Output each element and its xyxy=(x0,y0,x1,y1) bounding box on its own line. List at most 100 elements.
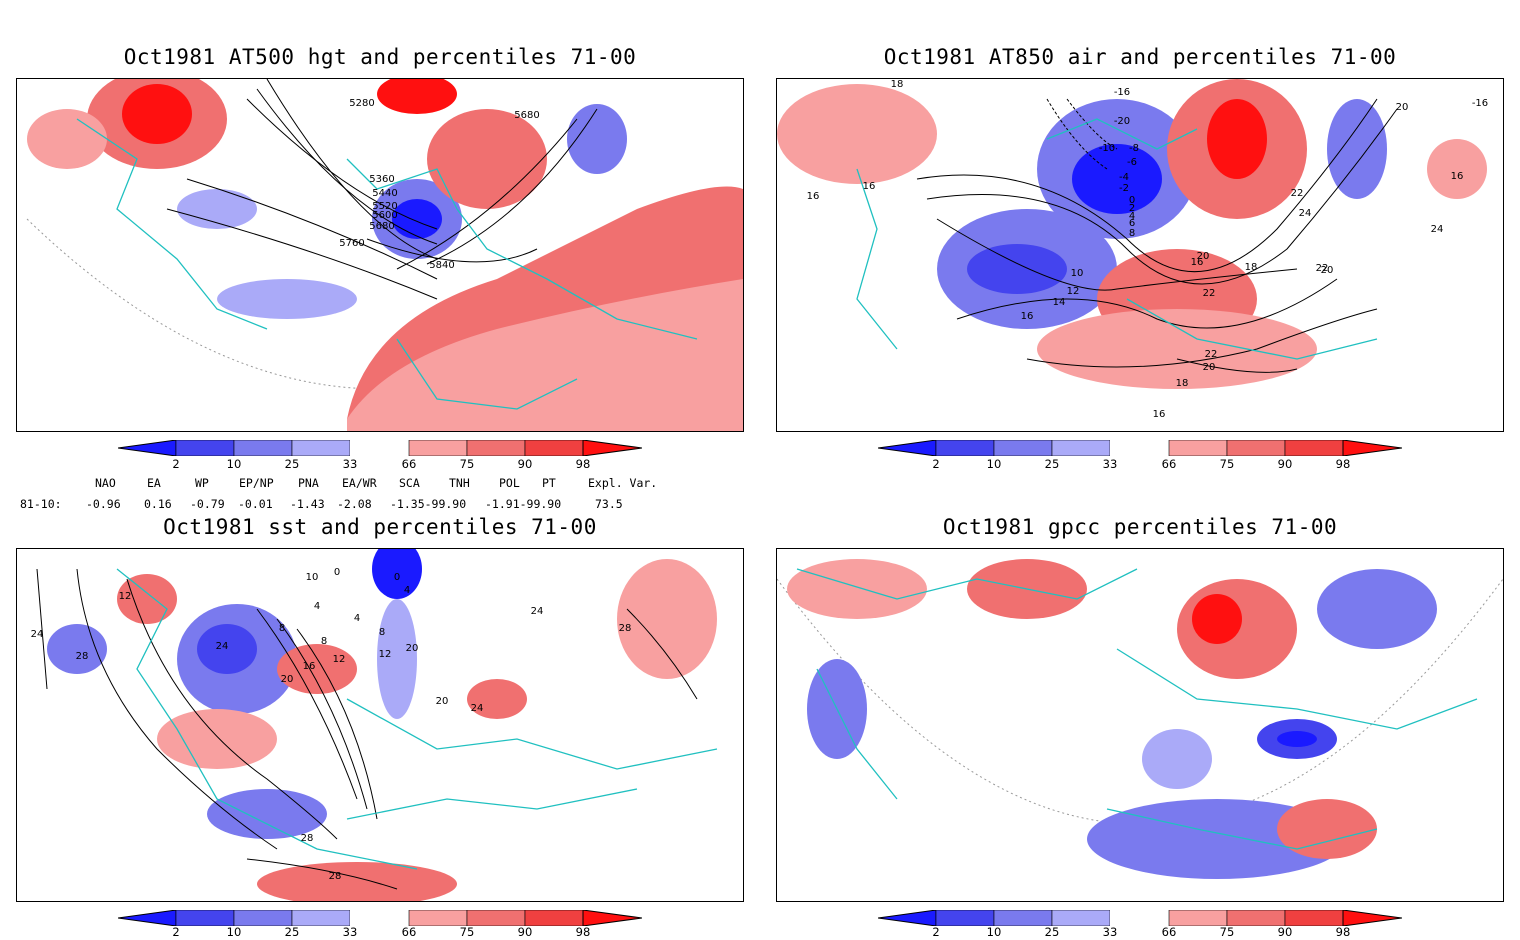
map-p3: 10 0 0 12 24 28 4 8 4 4 8 8 24 20 16 12 … xyxy=(31,549,718,901)
colorbar-end-high xyxy=(582,439,643,457)
contour-label: 12 xyxy=(379,649,392,660)
contour-label: 16 xyxy=(863,181,876,192)
colorbar-tick: 10 xyxy=(226,925,242,939)
index-value: -0.96 xyxy=(86,497,121,511)
index-header: POL xyxy=(499,476,520,490)
coastline xyxy=(1116,648,1478,730)
colorbar-tick: 90 xyxy=(1277,457,1293,471)
index-header: EA xyxy=(147,476,161,490)
contour-label: 20 xyxy=(406,643,419,654)
contour-label: 5360 xyxy=(369,174,394,185)
colorbar-segment xyxy=(408,909,468,927)
coastline xyxy=(396,338,578,410)
anomaly-shade xyxy=(1192,594,1242,644)
anomaly-shade xyxy=(207,789,327,839)
colorbar-tick: 75 xyxy=(1219,925,1235,939)
contour-label: 22 xyxy=(1291,188,1304,199)
colorbar-tick: 75 xyxy=(459,925,475,939)
map-p2: 18 -16 20 -16 -20 -10 -8 -6 -4 -2 0 2 4 … xyxy=(777,79,1488,420)
contour-label: 5280 xyxy=(349,98,374,109)
colorbar-tick: 98 xyxy=(1335,457,1351,471)
contour-label: -16 xyxy=(1114,87,1130,98)
anomaly-shade xyxy=(777,84,937,184)
anomaly-shade xyxy=(177,189,257,229)
contour-label: -16 xyxy=(1472,98,1488,109)
map-panel-p3: 10 0 0 12 24 28 4 8 4 4 8 8 24 20 16 12 … xyxy=(16,548,744,902)
colorbar-bottom-left: 2 10 25 33 66 75 90 98 xyxy=(117,909,643,940)
anomaly-shade xyxy=(197,624,257,674)
colorbar-segment xyxy=(291,439,351,457)
contour-label: 4 xyxy=(314,601,320,612)
anomaly-shade xyxy=(347,279,743,431)
colorbar-segment xyxy=(993,909,1053,927)
colorbar-segment xyxy=(993,439,1053,457)
colorbar-tick: 25 xyxy=(1044,457,1060,471)
anomaly-shade xyxy=(787,559,927,619)
index-header: PT xyxy=(542,476,556,490)
contour-label: 5600 xyxy=(372,210,397,221)
index-value: -0.79 xyxy=(190,497,225,511)
map-panel-p2: 18 -16 20 -16 -20 -10 -8 -6 -4 -2 0 2 4 … xyxy=(776,78,1504,432)
contour-label: 24 xyxy=(1299,208,1312,219)
panel-title-p1: Oct1981 AT500 hgt and percentiles 71-00 xyxy=(123,45,637,69)
coastline xyxy=(1126,298,1378,360)
contour-label: 20 xyxy=(1203,362,1216,373)
coastline xyxy=(1046,118,1198,150)
anomaly-shade xyxy=(257,862,457,901)
colorbar-segment xyxy=(175,909,235,927)
coastline xyxy=(796,568,1138,600)
colorbar-tick: 75 xyxy=(459,457,475,471)
anomaly-shade xyxy=(1037,309,1317,389)
colorbar-segment xyxy=(1168,909,1228,927)
index-header: WP xyxy=(195,476,209,490)
colorbar-tick: 66 xyxy=(1161,925,1177,939)
contour-line xyxy=(926,108,1398,285)
contour-label: 2 xyxy=(1129,203,1135,214)
index-header: SCA xyxy=(399,476,420,490)
contour-line xyxy=(1046,98,1108,170)
colorbar-segment xyxy=(1284,909,1344,927)
contour-label: -8 xyxy=(1129,143,1139,154)
contour-label: 28 xyxy=(329,871,342,882)
colorbar-tick: 10 xyxy=(226,457,242,471)
map-panel-p1: 5280 5680 5360 5440 5520 5600 5680 5760 … xyxy=(16,78,744,432)
contour-line xyxy=(166,208,438,300)
contour-label: 24 xyxy=(531,606,544,617)
index-value: -0.01 xyxy=(238,497,273,511)
colorbar-end-high xyxy=(1342,909,1403,927)
anomaly-shade xyxy=(27,109,107,169)
contour-label: -6 xyxy=(1127,157,1137,168)
panel-title-p4: Oct1981 gpcc percentiles 71-00 xyxy=(942,515,1338,539)
colorbar-tick: 10 xyxy=(986,925,1002,939)
colorbar-segment xyxy=(935,909,995,927)
contour-line xyxy=(1026,308,1378,368)
colorbar-tick: 66 xyxy=(401,457,417,471)
index-value: 0.16 xyxy=(144,497,172,511)
indices-value-row: 81-10: -0.96 0.16 -0.79 -0.01 -1.43 -2.0… xyxy=(0,497,760,513)
colorbar-tick: 2 xyxy=(172,925,180,939)
anomaly-shade xyxy=(122,84,192,144)
contour-line xyxy=(246,858,398,890)
colorbar-end-low xyxy=(877,439,937,457)
colorbar-segment xyxy=(408,439,468,457)
colorbar-tick: 90 xyxy=(517,925,533,939)
contour-label: 5520 xyxy=(372,201,397,212)
contour-label: 16 xyxy=(807,191,820,202)
coastline xyxy=(76,118,268,330)
contour-line xyxy=(266,79,438,260)
colorbar-segment xyxy=(1168,439,1228,457)
coastline xyxy=(816,668,898,800)
colorbar-segment xyxy=(466,909,526,927)
contour-label: 12 xyxy=(119,591,132,602)
colorbar-segment xyxy=(1226,439,1286,457)
colorbar-tick: 98 xyxy=(575,925,591,939)
colorbar-svg xyxy=(877,909,1403,927)
colorbar-tick: 98 xyxy=(1335,925,1351,939)
colorbar-end-high xyxy=(1342,439,1403,457)
contour-label: 4 xyxy=(1129,211,1135,222)
coastline xyxy=(1106,808,1378,850)
colorbar-segment xyxy=(233,909,293,927)
coastline xyxy=(856,168,898,350)
index-header: PNA xyxy=(298,476,319,490)
colorbar-tick: 25 xyxy=(284,457,300,471)
